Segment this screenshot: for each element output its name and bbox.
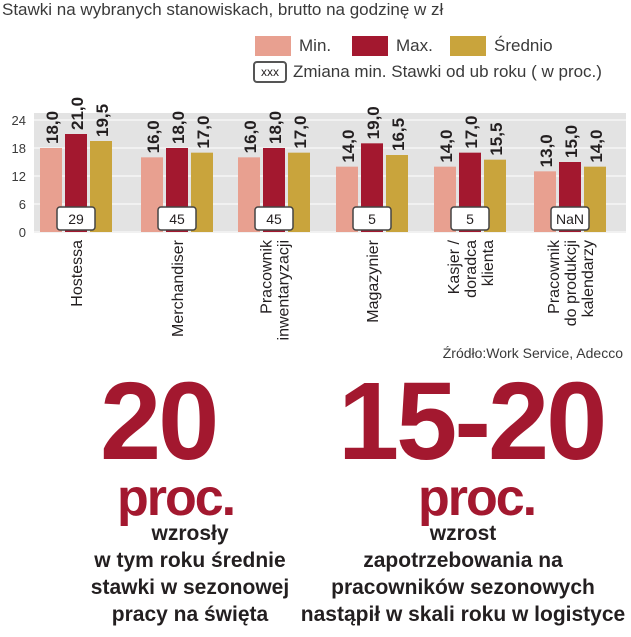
change-box	[56, 206, 96, 231]
change-box-label: NaN	[556, 211, 584, 227]
bar-value-label: 18,0	[266, 111, 285, 144]
bar-value-label: 18,0	[169, 111, 188, 144]
change-box-label: 29	[68, 211, 84, 227]
change-box	[254, 206, 294, 231]
y-tick-label: 6	[19, 197, 26, 212]
stat-unit-2: proc.	[418, 469, 537, 527]
bar-value-label: 19,0	[364, 106, 383, 139]
stat-number-2: 15-20	[338, 360, 607, 483]
change-legend: xxx Zmiana min. Stawki od ub roku ( w pr…	[253, 61, 602, 83]
plot-background	[34, 113, 626, 233]
change-box-label: 45	[266, 211, 282, 227]
category-label: Pracownik	[546, 239, 563, 314]
stat-caption-1: wzrosły w tym roku średnie stawki w sezo…	[40, 520, 340, 628]
bar-value-label: 14,0	[437, 130, 456, 163]
bar-value-label: 17,0	[194, 116, 213, 149]
bar-chart: 0 6 12 18 24 18,0 21,0 19,5 29 Hostessa 16,0 18,0 17…	[12, 97, 626, 340]
bar-value-label: 13,0	[537, 134, 556, 167]
category-label: Pracownik	[259, 239, 276, 314]
category-label: doradca	[463, 240, 480, 298]
bar-value-label: 16,0	[241, 120, 260, 153]
bar-value-label: 14,0	[587, 130, 606, 163]
y-tick-label: 0	[19, 225, 26, 240]
bar-value-label: 18,0	[43, 111, 62, 144]
legend-swatch-max	[352, 36, 388, 56]
legend-swatch-min	[255, 36, 291, 56]
category-label: Merchandiser	[170, 239, 187, 337]
category-label: Magazynier	[365, 239, 382, 322]
stat-unit-1: proc.	[117, 469, 236, 527]
y-tick-label: 18	[12, 141, 26, 156]
bar-value-label: 19,5	[93, 104, 112, 137]
category-label: do produkcji	[563, 240, 580, 326]
stat-caption-1-line: stawki w sezonowej	[90, 576, 290, 599]
change-box-label: 5	[368, 211, 376, 227]
bar-value-label: 16,5	[389, 118, 408, 151]
legend-label-avg: Średnio	[494, 36, 553, 55]
change-box	[550, 206, 590, 231]
stat-caption-2: wzrost zapotrzebowania na pracowników se…	[298, 520, 628, 628]
stat-caption-1-line: w tym roku średnie	[94, 549, 286, 572]
change-box	[450, 206, 490, 231]
change-legend-box: xxx	[253, 61, 287, 83]
stat-caption-2-line: pracowników sezonowych	[331, 576, 595, 599]
category-label: Kasjer /	[446, 239, 463, 294]
bar-value-label: 14,0	[339, 130, 358, 163]
category-label: klienta	[480, 240, 497, 286]
bar-value-label: 17,0	[291, 116, 310, 149]
y-tick-label: 24	[12, 113, 26, 128]
change-box	[352, 206, 392, 231]
change-box-label: 45	[169, 211, 185, 227]
legend-label-min: Min.	[299, 36, 332, 55]
change-box	[157, 206, 197, 231]
bar-value-label: 21,0	[68, 97, 87, 130]
bar-value-label: 17,0	[462, 116, 481, 149]
bar-value-label: 15,0	[562, 125, 581, 158]
legend-swatch-avg	[450, 36, 486, 56]
stat-caption-2-line: zapotrzebowania na	[363, 549, 563, 572]
legend-item-avg: Średnio	[450, 33, 553, 59]
category-label: Hostessa	[69, 240, 86, 307]
stat-caption-2-line: wzrost	[429, 522, 497, 545]
legend-label-max: Max.	[396, 36, 433, 55]
change-legend-label: Zmiana min. Stawki od ub roku ( w proc.)	[293, 62, 602, 81]
stat-caption-2-line: nastąpił w skali roku w logistyce	[300, 603, 626, 626]
category-label: inwentaryzacji	[276, 240, 293, 340]
change-box-label: 5	[466, 211, 474, 227]
legend-item-min: Min.	[255, 33, 331, 59]
chart-title: Stawki na wybranych stanowiskach, brutto…	[2, 0, 444, 19]
category-label: kalendarzy	[580, 240, 597, 317]
bar-value-label: 15,5	[487, 123, 506, 156]
stat-caption-1-line: pracy na święta	[111, 603, 269, 626]
source-note: Źródło:Work Service, Adecco	[442, 345, 623, 361]
y-tick-label: 12	[12, 169, 26, 184]
bar-value-label: 16,0	[144, 120, 163, 153]
legend-item-max: Max.	[352, 33, 433, 59]
stat-number-1: 20	[100, 360, 219, 483]
stat-caption-1-line: wzrosły	[151, 522, 229, 545]
